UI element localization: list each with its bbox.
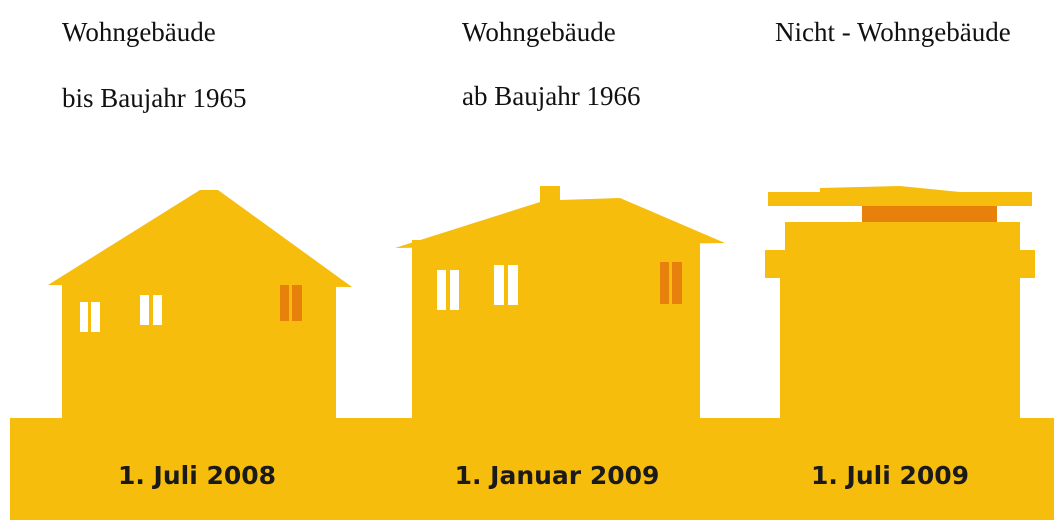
- infographic: Wohngebäude bis Baujahr 1965 Wohngebäude…: [0, 0, 1054, 520]
- date-label: 1. Januar 2009: [455, 461, 660, 490]
- house-body: [785, 222, 1020, 252]
- house-body: [765, 250, 1035, 278]
- window-bar: [149, 295, 153, 325]
- column-title: Wohngebäude: [62, 17, 216, 47]
- window-bar: [446, 270, 450, 310]
- roof: [768, 192, 1032, 206]
- column-title: Nicht - Wohngebäude: [775, 17, 1011, 47]
- column-subtitle: bis Baujahr 1965: [62, 83, 246, 113]
- window-bar: [88, 302, 91, 332]
- date-label: 1. Juli 2008: [118, 461, 276, 490]
- column-subtitle: ab Baujahr 1966: [462, 81, 640, 111]
- window-bar: [504, 265, 508, 305]
- window: [862, 206, 997, 222]
- window: [800, 206, 860, 222]
- window-bar: [289, 285, 292, 321]
- window-bar: [669, 262, 672, 304]
- house-body: [780, 275, 1020, 425]
- house-body: [412, 240, 700, 425]
- date-label: 1. Juli 2009: [811, 461, 969, 490]
- column-title: Wohngebäude: [462, 17, 616, 47]
